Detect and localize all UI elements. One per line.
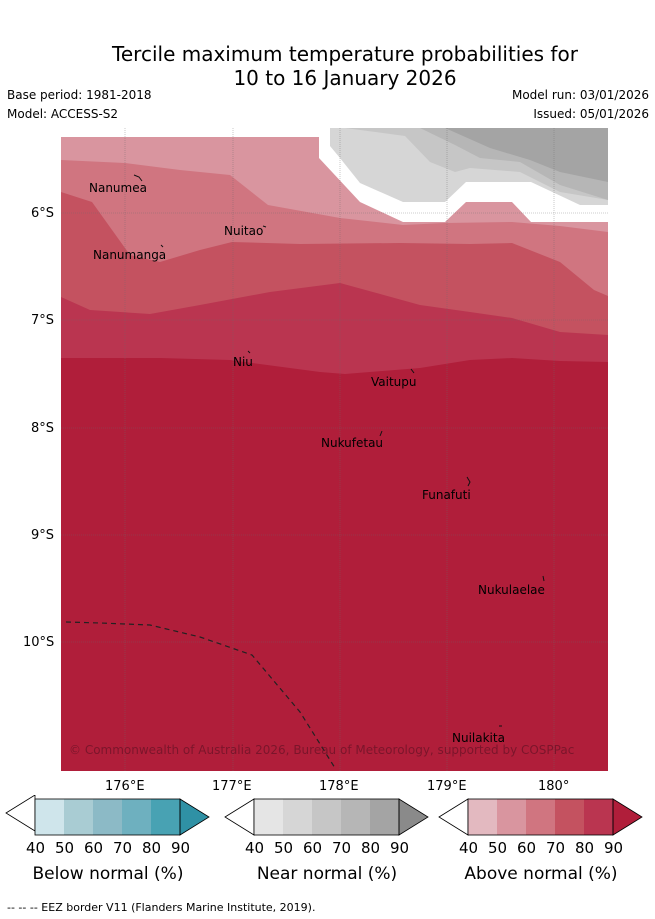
near-tick-90: 90	[390, 839, 410, 857]
near-60-swatch	[312, 799, 341, 835]
above-70-swatch	[555, 799, 584, 835]
lon-label-177e: 177°E	[212, 779, 252, 794]
near-40-swatch	[254, 799, 283, 835]
above-normal-colorbar	[438, 798, 643, 836]
above-tick-50: 50	[488, 839, 508, 857]
near-90-swatch	[398, 798, 429, 836]
island-nukulaelae	[542, 575, 545, 582]
eez-footnote: -- -- -- EEZ border V11 (Flanders Marine…	[7, 901, 316, 914]
near-tick-60: 60	[303, 839, 323, 857]
probability-map	[61, 128, 608, 771]
lat-label-8s: 8°S	[31, 421, 55, 436]
below-40-swatch	[35, 799, 64, 835]
island-vaitupu	[410, 368, 415, 374]
above-40-swatch	[468, 799, 497, 835]
place-nanumanga: Nanumanga	[93, 248, 167, 262]
above-tick-60: 60	[517, 839, 537, 857]
model-name: Model: ACCESS-S2	[7, 107, 119, 121]
place-nuilakita: Nuilakita	[452, 731, 505, 745]
island-nuitao	[262, 225, 267, 228]
lon-label-180: 180°	[538, 779, 570, 794]
below-tick-50: 50	[55, 839, 75, 857]
above-tick-40: 40	[459, 839, 479, 857]
below-tick-60: 60	[84, 839, 104, 857]
issued-date: Issued: 05/01/2026	[533, 107, 649, 121]
island-funafuti	[466, 476, 471, 487]
place-nukufetau: Nukufetau	[321, 436, 384, 450]
above-90-swatch	[612, 798, 643, 836]
near-tick-40: 40	[245, 839, 265, 857]
lat-label-6s: 6°S	[31, 206, 55, 221]
lon-label-179e: 179°E	[427, 779, 467, 794]
near-normal-title: Near normal (%)	[256, 864, 398, 884]
place-niu: Niu	[233, 355, 253, 369]
below-60-swatch	[93, 799, 122, 835]
below-tick-70: 70	[113, 839, 133, 857]
eez-border	[65, 621, 336, 769]
near-50-swatch	[283, 799, 312, 835]
below-50-swatch	[64, 799, 93, 835]
below-normal-title: Below normal (%)	[32, 864, 184, 884]
near-70-region	[445, 128, 608, 182]
below-normal-colorbar	[5, 795, 210, 836]
place-vaitupu: Vaitupu	[371, 375, 417, 389]
island-markers	[133, 174, 545, 727]
above-tick-90: 90	[604, 839, 624, 857]
below-tick-80: 80	[142, 839, 162, 857]
place-nuitao: Nuitao	[224, 224, 264, 238]
probability-fill-layers	[61, 128, 608, 771]
near-normal-colorbar	[224, 798, 429, 836]
island-nukufetau	[379, 430, 383, 437]
below-tick-40: 40	[26, 839, 46, 857]
below-70-swatch	[122, 799, 151, 835]
place-nukulaelae: Nukulaelae	[478, 583, 545, 597]
above-tick-70: 70	[546, 839, 566, 857]
lon-label-178e: 178°E	[319, 779, 359, 794]
below-tick-90: 90	[171, 839, 191, 857]
island-nanumanga	[160, 244, 164, 248]
copyright-notice: © Commonwealth of Australia 2026, Bureau…	[69, 743, 575, 757]
near-tick-70: 70	[332, 839, 352, 857]
model-run: Model run: 03/01/2026	[511, 88, 649, 102]
near-80-swatch	[370, 799, 399, 835]
near-70-swatch	[341, 799, 370, 835]
base-period: Base period: 1981-2018	[7, 88, 152, 102]
lat-label-10s: 10°S	[23, 635, 55, 650]
near-tick-50: 50	[274, 839, 294, 857]
island-nanumea	[133, 174, 143, 182]
place-nanumea: Nanumea	[89, 181, 147, 195]
lon-label-176e: 176°E	[105, 779, 145, 794]
near-tick-80: 80	[361, 839, 381, 857]
island-niu	[247, 350, 251, 354]
above-90-region	[61, 358, 608, 771]
above-normal-title: Above normal (%)	[464, 864, 618, 884]
map-title-line2: 10 to 16 January 2026	[233, 66, 457, 90]
lat-label-7s: 7°S	[31, 313, 55, 328]
above-60-swatch	[526, 799, 555, 835]
above-tick-80: 80	[575, 839, 595, 857]
below-90-swatch	[179, 798, 210, 836]
above-80-swatch	[584, 799, 613, 835]
map-title-line1: Tercile maximum temperature probabilitie…	[112, 42, 578, 66]
lat-label-9s: 9°S	[31, 528, 55, 543]
below-80-swatch	[151, 799, 180, 835]
place-funafuti: Funafuti	[422, 488, 471, 502]
above-50-swatch	[497, 799, 526, 835]
colorbars	[5, 795, 643, 836]
